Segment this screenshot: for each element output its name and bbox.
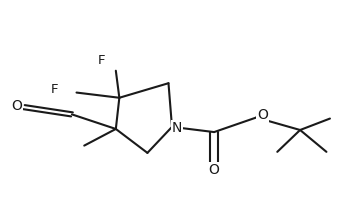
Text: O: O <box>12 99 22 114</box>
Text: N: N <box>172 121 183 135</box>
Text: F: F <box>51 83 58 95</box>
Text: F: F <box>98 54 106 67</box>
Text: O: O <box>209 162 219 177</box>
Text: O: O <box>257 108 268 123</box>
